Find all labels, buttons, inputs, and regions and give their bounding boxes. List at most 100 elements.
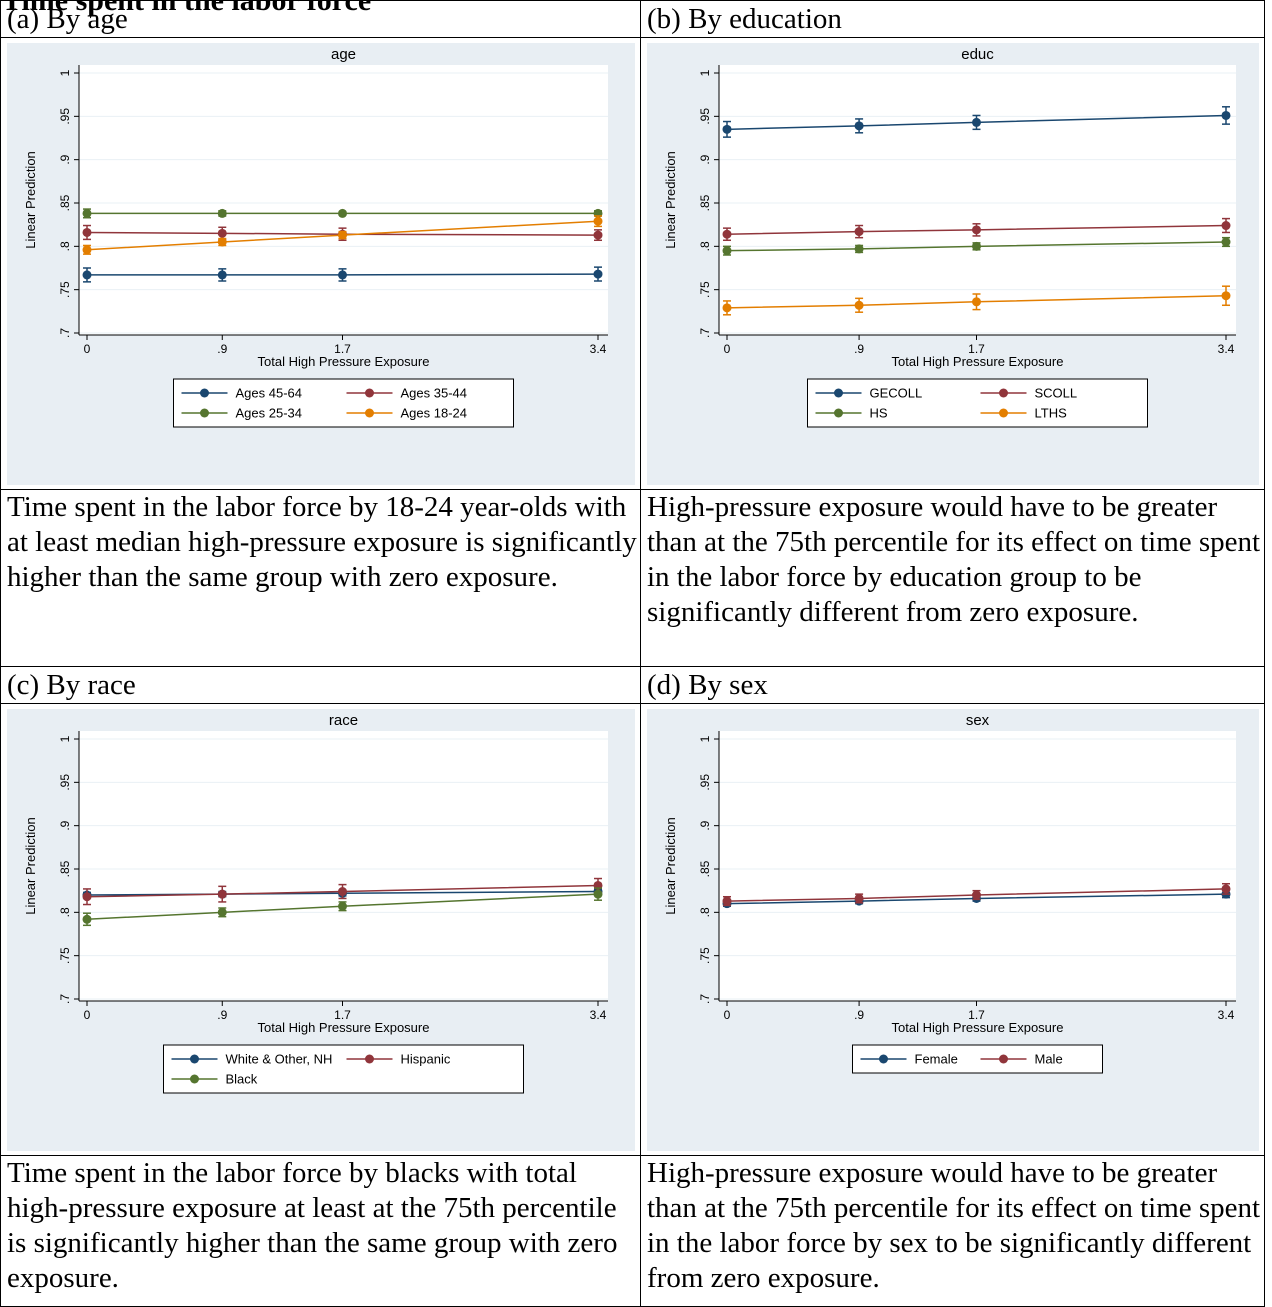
legend-label: GECOLL bbox=[870, 386, 923, 401]
data-point bbox=[217, 228, 227, 238]
legend-label: Ages 35-44 bbox=[401, 386, 468, 401]
legend-label: Ages 25-34 bbox=[236, 406, 303, 421]
series-line-1 bbox=[726, 224, 1227, 235]
x-tick-label: 3.4 bbox=[1218, 1008, 1235, 1022]
x-tick-label: .9 bbox=[217, 1008, 227, 1022]
y-tick-label: .7 bbox=[58, 328, 72, 338]
chart-sex-svg: sex 1 .95 .9 .85 .8 .75 .7 Linear Prediction 0 .9 1… bbox=[647, 709, 1252, 1151]
x-tick-label: 3.4 bbox=[590, 1008, 607, 1022]
x-tick-label: .9 bbox=[854, 342, 864, 356]
panel-d-caption: High-pressure exposure would have to be … bbox=[640, 1155, 1265, 1307]
x-tick-label: 1.7 bbox=[968, 1008, 985, 1022]
caption-c-text: Time spent in the labor force by blacks … bbox=[7, 1157, 618, 1294]
x-tick-label: 1.7 bbox=[968, 342, 985, 356]
chart-title: educ bbox=[961, 46, 994, 63]
y-tick-label: .8 bbox=[58, 241, 72, 251]
data-point bbox=[1221, 221, 1231, 231]
data-point bbox=[82, 227, 92, 237]
series-line-0 bbox=[726, 893, 1227, 905]
y-tick-label: .7 bbox=[698, 994, 712, 1004]
x-axis-label: Total High Pressure Exposure bbox=[258, 1020, 430, 1035]
data-point bbox=[82, 208, 92, 218]
y-tick-label: .8 bbox=[698, 241, 712, 251]
series-line-0 bbox=[86, 890, 599, 896]
data-point bbox=[972, 297, 981, 307]
y-tick-label: .85 bbox=[698, 860, 712, 877]
legend-label: HS bbox=[870, 406, 888, 421]
series-line-3 bbox=[86, 220, 599, 251]
data-point bbox=[1221, 237, 1231, 247]
x-tick-label: .9 bbox=[854, 1008, 864, 1022]
data-point bbox=[972, 225, 981, 235]
y-tick-label: 1 bbox=[58, 735, 72, 742]
data-point bbox=[593, 269, 603, 279]
legend-box bbox=[163, 1044, 524, 1094]
x-tick-label: 3.4 bbox=[1218, 342, 1235, 356]
x-tick-label: .9 bbox=[217, 342, 227, 356]
chart-title: age bbox=[331, 46, 356, 63]
legend-label: LTHS bbox=[1035, 406, 1068, 421]
data-point bbox=[338, 901, 347, 911]
data-point bbox=[1221, 884, 1231, 894]
y-tick-label: .75 bbox=[58, 281, 72, 298]
caption-b-text: High-pressure exposure would have to be … bbox=[647, 491, 1261, 628]
chart-race: race 1 .95 .9 .85 .8 .75 .7 Linear Prediction 0 .9… bbox=[7, 709, 635, 1151]
x-axis-label: Total High Pressure Exposure bbox=[258, 354, 430, 369]
legend-label: Hispanic bbox=[401, 1052, 451, 1067]
y-tick-label: 1 bbox=[698, 69, 712, 76]
data-point bbox=[82, 245, 92, 255]
y-axis-label: Linear Prediction bbox=[23, 151, 38, 249]
x-tick-label: 0 bbox=[724, 1008, 731, 1022]
series-line-1 bbox=[86, 231, 599, 236]
chart-race-svg: race 1 .95 .9 .85 .8 .75 .7 Linear Prediction 0 .9… bbox=[7, 709, 624, 1151]
legend-key-marker bbox=[834, 388, 843, 398]
x-tick-label: 1.7 bbox=[334, 1008, 351, 1022]
series-line-0 bbox=[726, 114, 1227, 131]
panel-d-chart-cell: sex 1 .95 .9 .85 .8 .75 .7 Linear Prediction 0 .9 1… bbox=[640, 703, 1265, 1156]
data-point bbox=[217, 889, 227, 899]
chart-age-svg: age 1 .95 .9 .85 .8 .75 .7 Linear Prediction 0 .9 1… bbox=[7, 43, 624, 485]
legend-key-marker bbox=[999, 1054, 1008, 1064]
data-point bbox=[217, 907, 227, 917]
y-tick-label: .85 bbox=[58, 194, 72, 211]
x-tick-label: 0 bbox=[84, 342, 91, 356]
legend-box bbox=[807, 378, 1148, 428]
y-tick-label: .95 bbox=[58, 774, 72, 791]
data-point bbox=[854, 300, 864, 310]
data-point bbox=[854, 244, 864, 254]
data-point bbox=[338, 208, 347, 218]
panel-c-caption: Time spent in the labor force by blacks … bbox=[0, 1155, 641, 1307]
x-tick-label: 1.7 bbox=[334, 342, 351, 356]
series-line-3 bbox=[726, 294, 1227, 309]
legend-key-marker bbox=[200, 408, 209, 418]
x-axis-label: Total High Pressure Exposure bbox=[892, 354, 1064, 369]
data-point bbox=[1221, 291, 1231, 301]
panel-b-label: (b) By education bbox=[640, 0, 1265, 38]
series-line-1 bbox=[726, 888, 1227, 902]
x-tick-label: 0 bbox=[724, 342, 731, 356]
x-axis-label: Total High Pressure Exposure bbox=[892, 1020, 1064, 1035]
data-point bbox=[593, 230, 603, 240]
y-axis-label: Linear Prediction bbox=[663, 817, 678, 915]
data-point bbox=[338, 230, 347, 240]
y-tick-label: .75 bbox=[698, 947, 712, 964]
plot-area bbox=[719, 731, 1236, 1001]
panel-b-chart-cell: educ 1 .95 .9 .85 .8 .75 .7 Linear Prediction 0 .9… bbox=[640, 37, 1265, 490]
legend-key-marker bbox=[999, 388, 1008, 398]
plot-area bbox=[79, 65, 608, 335]
legend-key-marker bbox=[365, 408, 374, 418]
data-point bbox=[854, 227, 864, 237]
panel-c-chart-cell: race 1 .95 .9 .85 .8 .75 .7 Linear Prediction 0 .9… bbox=[0, 703, 641, 1156]
panel-a-chart-cell: age 1 .95 .9 .85 .8 .75 .7 Linear Prediction 0 .9 1… bbox=[0, 37, 641, 490]
data-point bbox=[593, 216, 603, 226]
data-point bbox=[1221, 110, 1231, 120]
chart-title: race bbox=[329, 712, 358, 729]
y-tick-label: .9 bbox=[58, 820, 72, 830]
y-tick-label: .9 bbox=[698, 820, 712, 830]
data-point bbox=[338, 270, 347, 280]
legend-key-marker bbox=[834, 408, 843, 418]
data-point bbox=[217, 208, 227, 218]
legend-key-marker bbox=[190, 1074, 199, 1084]
y-tick-label: .7 bbox=[58, 994, 72, 1004]
panel-d-label: (d) By sex bbox=[640, 666, 1265, 704]
